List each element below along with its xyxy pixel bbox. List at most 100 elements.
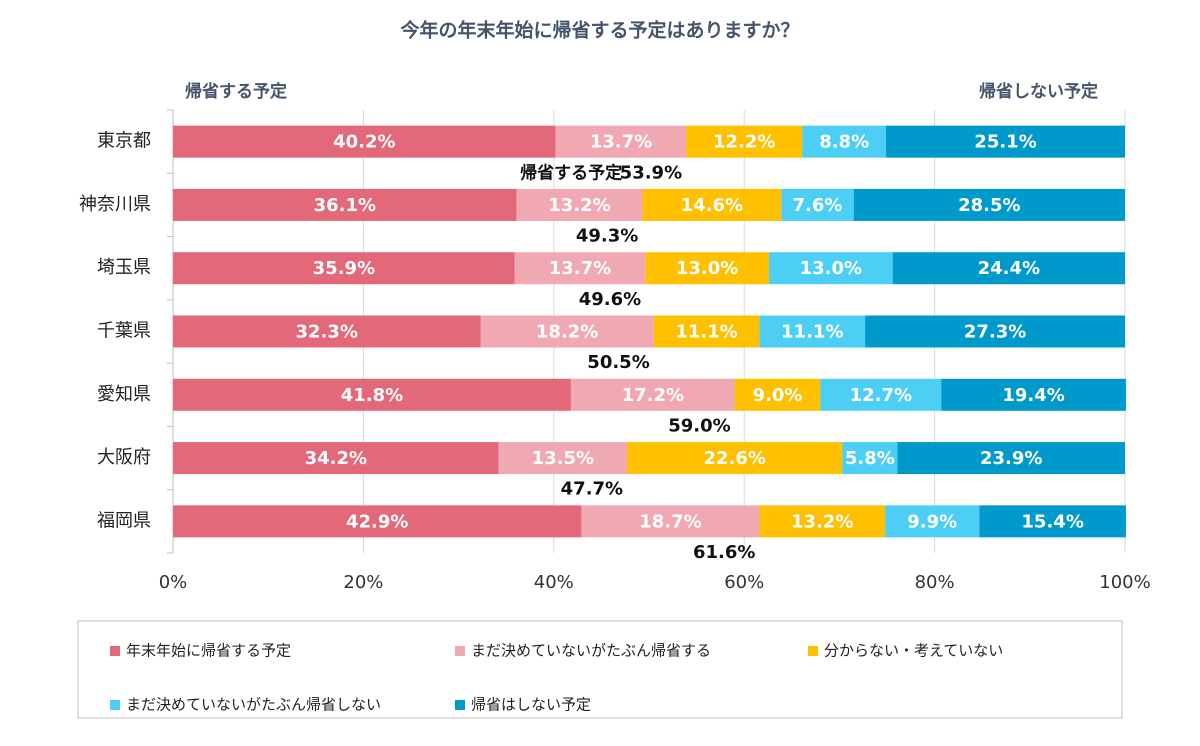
- value-label: 18.2%: [536, 322, 598, 343]
- bar-segment: [886, 125, 1125, 158]
- total-label: 50.5%: [587, 352, 649, 373]
- legend-label: 帰省はしない予定: [471, 696, 591, 714]
- bar-segment: [686, 125, 803, 158]
- bar-segment: [897, 442, 1125, 475]
- value-label: 24.4%: [978, 258, 1040, 279]
- bar-segment: [842, 442, 898, 475]
- value-label: 13.0%: [676, 258, 738, 279]
- bar-segment: [820, 378, 942, 411]
- bar-segment: [642, 188, 782, 221]
- value-label: 25.1%: [974, 132, 1036, 153]
- y-tick-label: 千葉県: [97, 321, 151, 342]
- value-label: 22.6%: [703, 448, 765, 469]
- bar-segment: [581, 505, 760, 538]
- left-header: 帰省する予定: [185, 81, 287, 102]
- bar-segment: [941, 378, 1126, 411]
- value-label: 36.1%: [314, 195, 376, 216]
- value-label: 7.6%: [793, 195, 843, 216]
- value-label: 14.6%: [681, 195, 743, 216]
- bar-segment: [173, 252, 515, 285]
- bar-segment: [173, 378, 571, 411]
- legend-label: まだ決めていないがたぶん帰省しない: [126, 696, 381, 714]
- legend-box: [77, 620, 1123, 719]
- value-label: 12.7%: [850, 385, 912, 406]
- bar-segment: [645, 252, 769, 285]
- value-label: 13.5%: [532, 448, 594, 469]
- value-label: 15.4%: [1021, 511, 1083, 532]
- x-tick-label: 100%: [1099, 572, 1150, 593]
- value-label: 5.8%: [845, 448, 895, 469]
- bar-segment: [734, 378, 821, 411]
- bar-segment: [627, 442, 843, 475]
- bar-segment: [173, 125, 556, 158]
- bar-segment: [570, 378, 735, 411]
- y-tick-label: 福岡県: [97, 510, 151, 531]
- total-caption: 帰省する予定: [520, 162, 622, 183]
- bar-segment: [514, 252, 646, 285]
- value-label: 8.8%: [819, 132, 869, 153]
- y-tick-label: 埼玉県: [97, 257, 151, 278]
- bar-segment: [555, 125, 687, 158]
- x-tick-label: 60%: [724, 572, 764, 593]
- legend-swatch: [455, 646, 465, 656]
- value-label: 19.4%: [1002, 385, 1064, 406]
- y-tick-label: 神奈川県: [79, 194, 151, 215]
- value-label: 13.7%: [549, 258, 611, 279]
- value-label: 28.5%: [958, 195, 1020, 216]
- value-label: 27.3%: [964, 322, 1026, 343]
- value-label: 35.9%: [313, 258, 375, 279]
- y-tick-label: 愛知県: [97, 384, 151, 405]
- value-label: 41.8%: [341, 385, 403, 406]
- total-label: 49.3%: [576, 226, 638, 247]
- bar-segment: [759, 505, 886, 538]
- bar-segment: [768, 252, 893, 285]
- bar-segment: [759, 315, 866, 348]
- x-tick-label: 80%: [915, 572, 955, 593]
- x-tick-label: 20%: [343, 572, 383, 593]
- bar-segment: [853, 188, 1125, 221]
- bar-segment: [498, 442, 628, 475]
- value-label: 13.7%: [590, 132, 652, 153]
- bar-segment: [173, 505, 582, 538]
- legend-swatch: [455, 700, 465, 710]
- bar-segment: [653, 315, 760, 348]
- legend-label: まだ決めていないがたぶん帰省する: [471, 642, 711, 660]
- bar-segment: [802, 125, 887, 158]
- legend-swatch: [808, 646, 818, 656]
- value-label: 17.2%: [622, 385, 684, 406]
- bar-segment: [979, 505, 1126, 538]
- bar-segment: [892, 252, 1125, 285]
- value-label: 9.9%: [907, 511, 957, 532]
- x-tick-label: 0%: [159, 572, 188, 593]
- value-label: 13.2%: [791, 511, 853, 532]
- chart-title: 今年の年末年始に帰省する予定はありますか？: [399, 19, 799, 42]
- value-label: 13.0%: [800, 258, 862, 279]
- right-header: 帰省しない予定: [979, 81, 1098, 102]
- total-label: 47.7%: [561, 479, 623, 500]
- bar-segment: [516, 188, 643, 221]
- bar-segment: [885, 505, 980, 538]
- bar-segment: [781, 188, 854, 221]
- total-label: 49.6%: [579, 289, 641, 310]
- legend-label: 分からない・考えていない: [824, 642, 1003, 660]
- bar-segment: [173, 188, 517, 221]
- value-label: 11.1%: [781, 322, 843, 343]
- legend-swatch: [110, 646, 120, 656]
- total-label: 53.9%: [620, 162, 682, 183]
- y-tick-label: 大阪府: [97, 447, 151, 468]
- value-label: 42.9%: [346, 511, 408, 532]
- y-tick-label: 東京都: [97, 131, 151, 152]
- value-label: 9.0%: [753, 385, 803, 406]
- bar-segment: [480, 315, 654, 348]
- value-label: 40.2%: [333, 132, 395, 153]
- legend-swatch: [110, 700, 120, 710]
- total-label: 59.0%: [668, 415, 730, 436]
- value-label: 12.2%: [713, 132, 775, 153]
- bar-segment: [173, 442, 499, 475]
- x-tick-label: 40%: [534, 572, 574, 593]
- value-label: 11.1%: [675, 322, 737, 343]
- legend-label: 年末年始に帰省する予定: [126, 642, 291, 660]
- value-label: 34.2%: [305, 448, 367, 469]
